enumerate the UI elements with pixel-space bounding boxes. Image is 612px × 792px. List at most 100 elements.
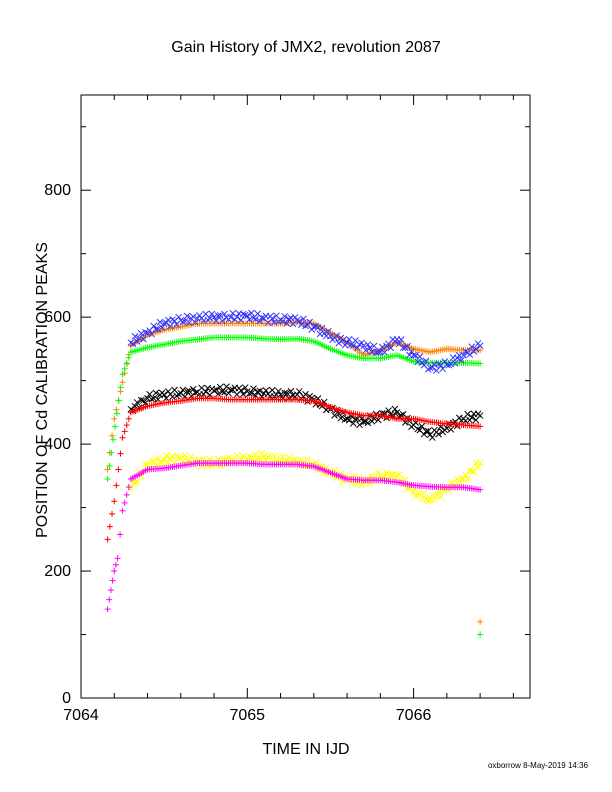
data-point <box>285 454 293 461</box>
data-point <box>225 389 232 397</box>
data-point <box>433 367 440 374</box>
y-tick-label: 400 <box>44 436 71 453</box>
data-point <box>256 317 264 325</box>
data-point <box>107 587 114 594</box>
data-point <box>443 361 451 369</box>
data-point <box>123 422 130 429</box>
data-point <box>202 388 210 396</box>
data-point <box>121 499 128 506</box>
data-point <box>150 395 158 402</box>
data-point <box>106 523 113 530</box>
data-point <box>297 456 305 463</box>
data-point <box>239 452 247 460</box>
data-point <box>239 310 247 318</box>
data-point <box>451 359 459 367</box>
data-point <box>383 469 390 476</box>
data-point <box>252 315 259 323</box>
data-point <box>360 418 368 426</box>
data-point <box>113 410 120 417</box>
data-point <box>412 352 420 359</box>
data-point <box>133 399 141 406</box>
data-point <box>310 323 318 331</box>
data-point <box>424 497 432 505</box>
data-point <box>399 344 407 352</box>
data-point <box>248 453 255 461</box>
data-point <box>183 312 191 320</box>
data-point <box>111 498 118 505</box>
data-point <box>428 434 436 441</box>
data-point <box>374 469 382 477</box>
data-point <box>460 351 467 359</box>
data-point <box>191 389 199 397</box>
data-point <box>142 329 149 336</box>
data-point <box>177 454 185 462</box>
data-point <box>270 452 278 460</box>
data-point <box>464 410 471 418</box>
data-point <box>200 317 207 325</box>
data-point <box>137 330 145 337</box>
data-point <box>142 461 149 468</box>
data-point <box>356 421 363 429</box>
data-point <box>477 486 484 493</box>
data-point <box>216 383 224 391</box>
data-point <box>109 577 116 584</box>
data-point <box>477 423 484 430</box>
data-point <box>140 335 147 343</box>
y-tick-label: 600 <box>44 309 71 326</box>
data-point <box>391 405 399 413</box>
x-tick-label: 7065 <box>229 707 265 724</box>
data-point <box>109 432 116 439</box>
data-point <box>304 456 311 464</box>
y-tick-labels: 0 200 400 600 800 <box>44 182 71 707</box>
data-point <box>115 397 122 404</box>
data-point <box>111 415 118 422</box>
data-point <box>121 365 128 372</box>
data-point <box>248 389 255 397</box>
data-point <box>154 325 162 333</box>
data-point <box>114 555 121 562</box>
data-point <box>262 387 270 394</box>
data-point <box>422 428 430 435</box>
data-point <box>343 339 351 346</box>
data-point <box>477 360 484 367</box>
data-point <box>246 316 253 324</box>
data-point <box>104 606 111 613</box>
data-point <box>212 386 220 393</box>
data-point <box>472 345 480 353</box>
data-point <box>117 531 124 538</box>
data-point <box>318 324 326 332</box>
data-point <box>162 319 170 327</box>
data-point <box>125 483 132 490</box>
data-point <box>279 453 286 460</box>
data-point <box>281 389 289 397</box>
data-point <box>109 510 116 517</box>
data-point <box>227 386 235 394</box>
data-point <box>437 493 444 500</box>
data-point <box>424 427 432 435</box>
data-point <box>214 312 222 320</box>
data-point <box>468 467 476 475</box>
data-point <box>113 482 120 489</box>
data-point <box>137 396 145 404</box>
data-point <box>275 387 282 395</box>
data-point <box>337 414 345 422</box>
data-point <box>112 423 119 430</box>
data-point <box>414 425 422 433</box>
data-point <box>300 315 307 323</box>
data-point <box>181 451 189 459</box>
data-point <box>428 364 436 371</box>
data-point <box>360 342 368 350</box>
data-point <box>210 313 218 321</box>
footer-stamp: oxborrow 8-May-2019 14:36 <box>488 761 589 770</box>
data-point <box>246 390 253 397</box>
data-point <box>133 338 141 345</box>
data-point <box>221 310 228 318</box>
data-point <box>339 336 347 344</box>
data-point <box>331 412 338 419</box>
data-point <box>125 415 132 422</box>
data-point <box>133 478 141 486</box>
data-point <box>210 387 218 395</box>
data-point <box>395 471 403 478</box>
data-point <box>254 388 262 395</box>
data-point <box>422 357 430 365</box>
